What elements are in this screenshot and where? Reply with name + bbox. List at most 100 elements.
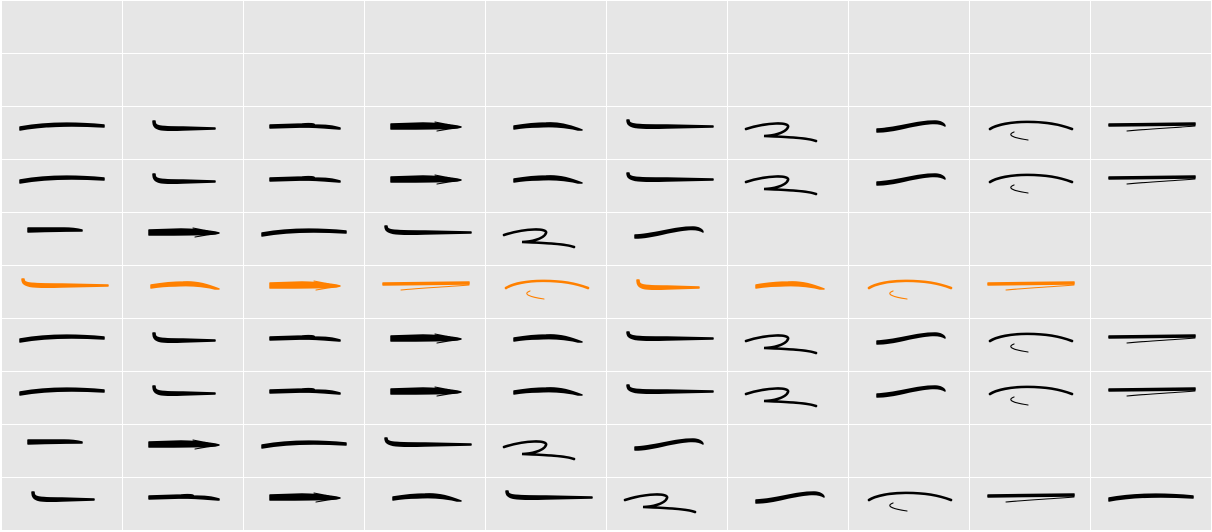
brush-stroke-hook [755, 491, 825, 504]
brush-stroke-line [988, 385, 1074, 396]
glyph-cell [607, 54, 727, 106]
glyph-cell [2, 54, 122, 106]
brush-stroke-loop [504, 279, 590, 300]
brush-stroke-hook [876, 120, 946, 133]
brush-stroke-line [744, 387, 818, 408]
glyph-cell [849, 319, 969, 371]
brush-stroke-line [504, 279, 590, 290]
brush-stroke-body [390, 122, 462, 130]
brush-stroke-body [27, 439, 83, 445]
glyph-cell [365, 160, 485, 212]
brush-stroke-body [150, 281, 220, 290]
brush-stroke-arrow [390, 121, 462, 132]
brush-stroke-body [384, 225, 472, 236]
brush-stroke-body [19, 387, 105, 396]
glyph-cell [123, 372, 243, 424]
brush-stroke-split [755, 281, 825, 290]
glyph-cell [365, 107, 485, 159]
glyph-cell [607, 107, 727, 159]
brush-stroke-body [384, 437, 472, 448]
brush-stroke-long [384, 225, 472, 236]
brush-stroke-line [744, 175, 818, 196]
glyph-cell [244, 160, 364, 212]
brush-stroke-arc [261, 440, 347, 449]
brush-stroke-flat [152, 173, 216, 185]
brush-stroke-body [1108, 175, 1196, 180]
glyph-cell [1091, 160, 1211, 212]
glyph-cell [365, 425, 485, 477]
brush-stroke-body [269, 387, 341, 395]
glyph-cell [123, 213, 243, 265]
glyph-cell [123, 160, 243, 212]
glyph-cell [728, 1, 848, 53]
brush-stroke-loop [988, 332, 1074, 353]
brush-stroke-loop [867, 279, 953, 300]
brush-stroke-body [152, 120, 216, 132]
brush-stroke-double [382, 281, 470, 291]
brush-stroke-flat [152, 120, 216, 132]
glyph-cell [607, 425, 727, 477]
glyph-cell [849, 1, 969, 53]
brush-stroke-line [1010, 184, 1029, 194]
brush-stroke-body [390, 175, 462, 183]
glyph-cell [1091, 54, 1211, 106]
brush-stroke-body [626, 119, 714, 130]
brush-stroke-body [269, 281, 341, 289]
glyph-cell [849, 372, 969, 424]
glyph-cell [970, 266, 1090, 318]
brush-stroke-body [626, 172, 714, 183]
brush-stroke-long [505, 490, 593, 501]
brush-stroke-arrow [390, 174, 462, 185]
brush-stroke-line [623, 493, 697, 514]
brush-stroke-body [19, 175, 105, 184]
brush-stroke-body [987, 281, 1075, 286]
glyph-cell [849, 478, 969, 530]
glyph-cell [244, 266, 364, 318]
brush-stroke-line [1005, 284, 1075, 291]
brush-stroke-body [636, 279, 700, 291]
brush-stroke-body [876, 120, 946, 133]
brush-stroke-body [513, 122, 583, 131]
brush-stroke-line [1010, 396, 1029, 406]
glyph-cell [1091, 372, 1211, 424]
glyph-cell [849, 107, 969, 159]
brush-stroke-body [152, 173, 216, 185]
brush-stroke-body [19, 334, 105, 343]
glyph-cell [1091, 213, 1211, 265]
brush-stroke-body [21, 278, 109, 289]
brush-stroke-arrow [390, 386, 462, 397]
brush-stroke-taper [269, 122, 341, 130]
brush-stroke-split [150, 281, 220, 290]
glyph-cell [123, 319, 243, 371]
brush-stroke-body [152, 385, 216, 397]
glyph-cell [365, 372, 485, 424]
brush-stroke-long [626, 331, 714, 342]
brush-stroke-line [434, 333, 462, 344]
glyph-cell [123, 1, 243, 53]
glyph-cell [970, 478, 1090, 530]
brush-stroke-line [192, 227, 220, 238]
brush-stroke-loop [988, 120, 1074, 141]
glyph-cell [2, 160, 122, 212]
glyph-cell [244, 54, 364, 106]
brush-stroke-arrow [269, 492, 341, 503]
glyph-cell [728, 372, 848, 424]
glyph-cell [123, 425, 243, 477]
brush-stroke-hook [876, 173, 946, 186]
glyph-cell [1091, 319, 1211, 371]
brush-stroke-line [889, 502, 908, 512]
glyph-cell [2, 319, 122, 371]
brush-stroke-body [269, 493, 341, 501]
brush-stroke-body [505, 490, 593, 501]
brush-stroke-line [526, 290, 545, 300]
brush-stroke-loop [867, 491, 953, 512]
brush-stroke-taper [269, 175, 341, 183]
glyph-cell [970, 107, 1090, 159]
brush-stroke-split [513, 122, 583, 131]
glyph-cell [123, 107, 243, 159]
glyph-cell [486, 1, 606, 53]
brush-stroke-body [148, 493, 220, 501]
brush-stroke-line [988, 173, 1074, 184]
glyph-cell [1091, 425, 1211, 477]
